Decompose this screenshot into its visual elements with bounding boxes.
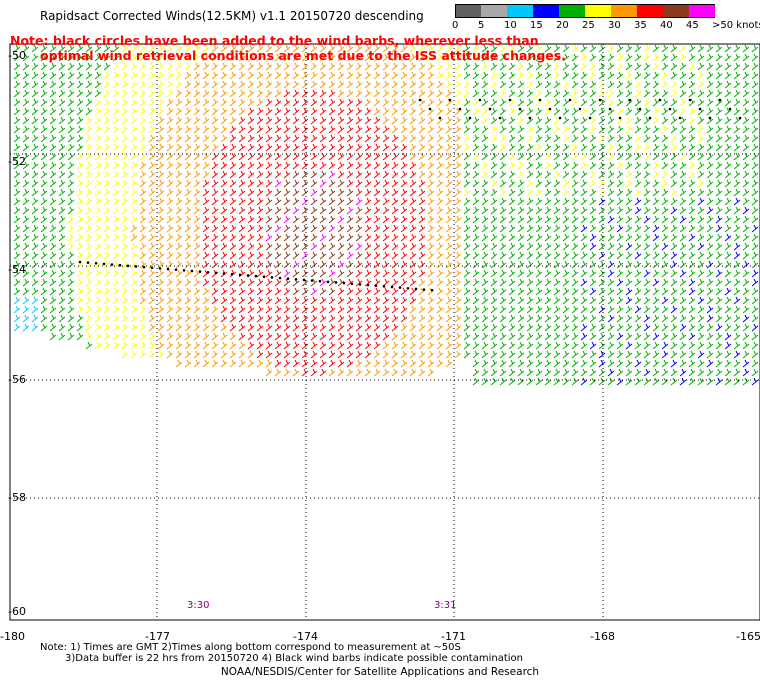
colorbar-swatch-0: [455, 4, 481, 18]
time-label-1: 3:30: [187, 600, 210, 611]
lat-label-54: -54: [8, 263, 26, 276]
credit: NOAA/NESDIS/Center for Satellite Applica…: [220, 666, 540, 678]
lat-label-56: -56: [8, 373, 26, 386]
lon-label-180: -180: [0, 630, 25, 643]
footnote: Note: 1) Times are GMT 2)Times along bot…: [40, 642, 523, 664]
colorbar-label-6: 30: [608, 20, 621, 31]
colorbar-label-3: 15: [530, 20, 543, 31]
speed-colorbar: [455, 4, 715, 18]
colorbar-swatch-1: [481, 4, 507, 18]
lat-label-60: -60: [8, 605, 26, 618]
note-line-2: optimal wind retrieval conditions are me…: [40, 48, 566, 63]
note-line-1: Note: black circles have been added to t…: [10, 33, 539, 48]
lat-label-52: -52: [8, 155, 26, 168]
colorbar-swatch-8: [663, 4, 689, 18]
attitude-note: Note: black circles have been added to t…: [10, 33, 566, 63]
colorbar-labels: 0 5 10 15 20 25 30 35 40 45 >50 knots: [445, 20, 760, 34]
graticule: [10, 44, 760, 620]
map-title: Rapidsact Corrected Winds(12.5KM) v1.1 2…: [40, 9, 424, 23]
lon-label-171: -171: [441, 630, 466, 643]
lat-label-50: -50: [8, 49, 26, 62]
colorbar-swatch-5: [585, 4, 611, 18]
footnote-line-1: Note: 1) Times are GMT 2)Times along bot…: [40, 642, 461, 653]
colorbar-label-2: 10: [504, 20, 517, 31]
lat-label-58: -58: [8, 491, 26, 504]
colorbar-swatch-6: [611, 4, 637, 18]
colorbar-label-8: 40: [660, 20, 673, 31]
colorbar-label-7: 35: [634, 20, 647, 31]
colorbar-label-10: >50 knots: [712, 20, 760, 31]
colorbar-label-1: 5: [478, 20, 485, 31]
footnote-line-2: 3)Data buffer is 22 hrs from 20150720 4)…: [65, 653, 523, 664]
lon-label-177: -177: [145, 630, 170, 643]
colorbar-swatch-7: [637, 4, 663, 18]
lon-label-174: -174: [293, 630, 318, 643]
contamination-circles-layer: [78, 98, 742, 292]
colorbar-swatch-4: [559, 4, 585, 18]
wind-barbs-layer: [13, 44, 759, 386]
colorbar-swatch-2: [507, 4, 533, 18]
lon-label-165: -165: [736, 630, 760, 643]
colorbar-label-9: 45: [686, 20, 699, 31]
colorbar-label-0: 0: [452, 20, 459, 31]
time-label-2: 3:31: [434, 600, 457, 611]
colorbar-swatch-9: [689, 4, 715, 18]
lon-label-168: -168: [590, 630, 615, 643]
colorbar-label-4: 20: [556, 20, 569, 31]
colorbar-swatch-3: [533, 4, 559, 18]
colorbar-label-5: 25: [582, 20, 595, 31]
